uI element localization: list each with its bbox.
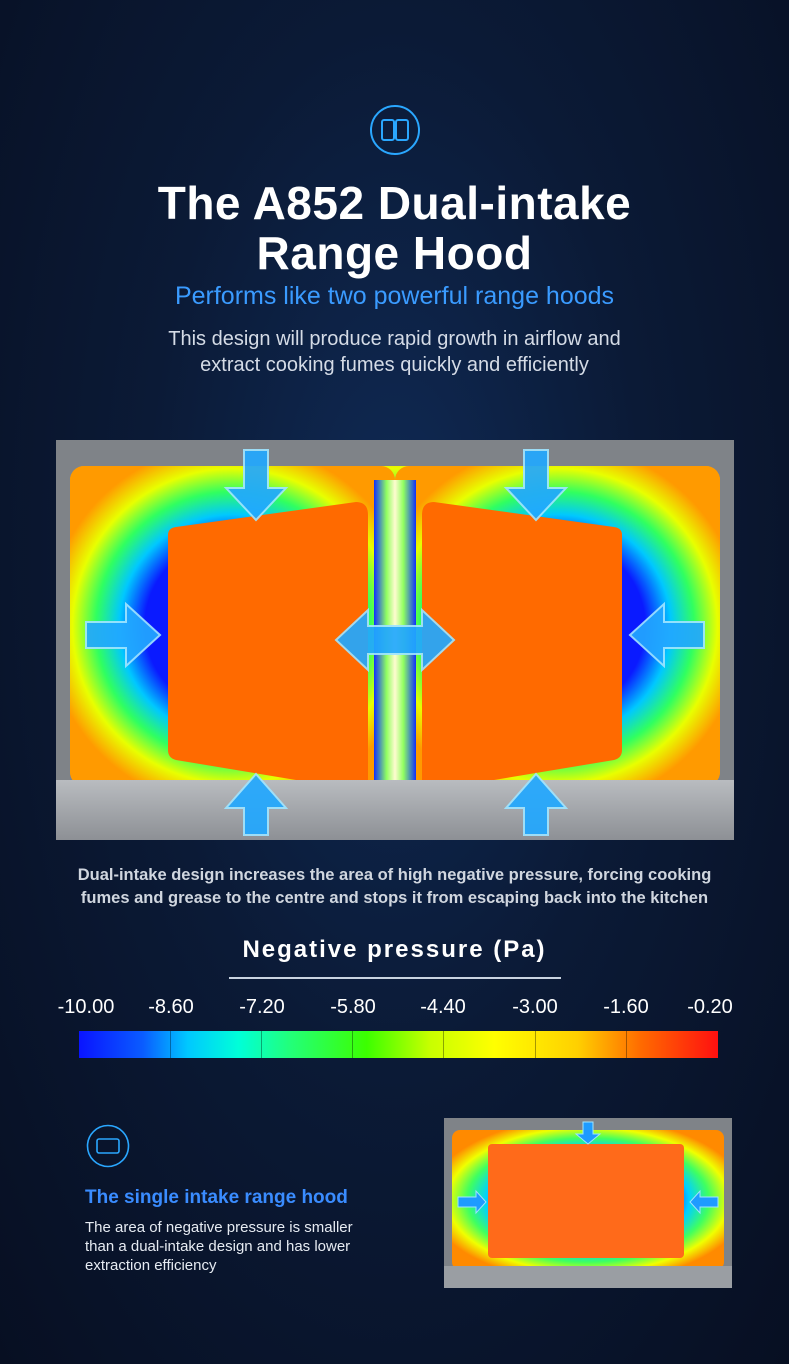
caption-line-2: fumes and grease to the centre and stops… [80, 889, 709, 907]
single-intake-hood-illustration [444, 1118, 732, 1288]
legend-title: Negative pressure (Pa) [242, 936, 547, 963]
legend-tick: -1.60 [603, 996, 649, 1018]
single-intake-title: The single intake range hood [85, 1187, 348, 1208]
title-line-1: The A852 Dual-intake [157, 177, 632, 229]
single-desc-line-3: extraction efficiency [85, 1257, 217, 1274]
legend-tick: -5.80 [330, 996, 376, 1018]
single-desc-line-1: The area of negative pressure is smaller [85, 1219, 353, 1236]
colorbar-divider [626, 1031, 627, 1058]
description-line-2: extract cooking fumes quickly and effici… [200, 354, 589, 376]
legend-tick: -8.60 [148, 996, 194, 1018]
subtitle: Performs like two powerful range hoods [174, 282, 615, 310]
caption-line-1: Dual-intake design increases the area of… [77, 866, 712, 884]
colorbar-divider [261, 1031, 262, 1058]
legend-tick: -0.20 [687, 996, 733, 1018]
colorbar-divider [352, 1031, 353, 1058]
rectangle-icon [86, 1124, 130, 1168]
pressure-colorbar [79, 1031, 718, 1058]
description: This design will produce rapid growth in… [0, 326, 789, 378]
page-title: The A852 Dual-intake Range Hood [0, 178, 789, 278]
colorbar-divider [443, 1031, 444, 1058]
legend-tick: -7.20 [239, 996, 285, 1018]
single-desc-line-2: than a dual-intake design and has lower [85, 1238, 351, 1255]
colorbar-divider [170, 1031, 171, 1058]
book-icon [370, 105, 420, 155]
title-line-2: Range Hood [256, 227, 533, 279]
legend-tick: -3.00 [512, 996, 558, 1018]
dual-intake-hood-illustration [56, 440, 734, 840]
caption: Dual-intake design increases the area of… [0, 864, 789, 910]
legend-underline [229, 977, 561, 979]
colorbar-divider [535, 1031, 536, 1058]
description-line-1: This design will produce rapid growth in… [168, 328, 621, 350]
legend-tick: -10.00 [57, 996, 115, 1018]
single-intake-description: The area of negative pressure is smaller… [85, 1218, 415, 1275]
legend-tick: -4.40 [420, 996, 466, 1018]
